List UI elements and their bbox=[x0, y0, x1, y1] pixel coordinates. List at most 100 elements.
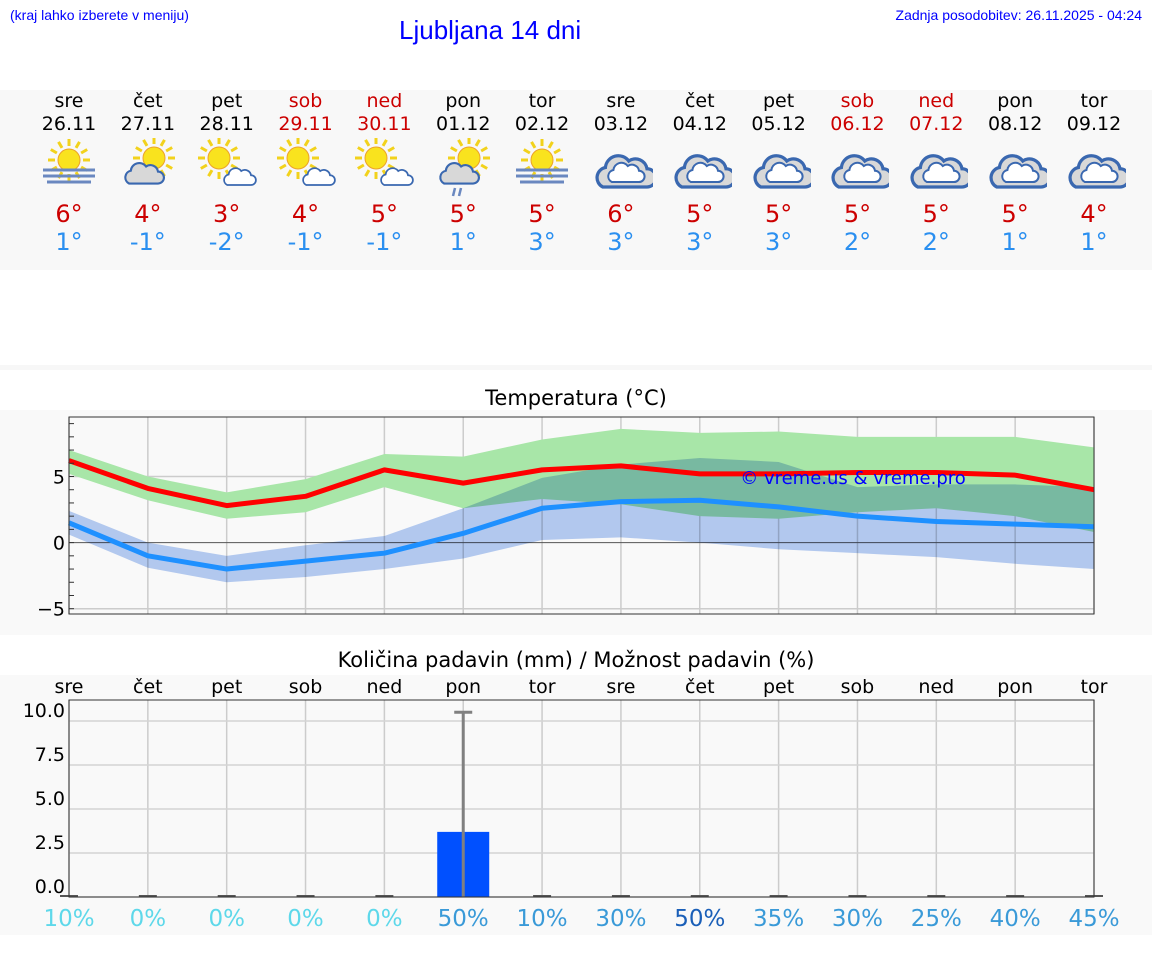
day-column: čet 04.12 5° 3° bbox=[660, 90, 740, 256]
precip-probability: 10% bbox=[43, 906, 94, 932]
max-temp: 5° bbox=[764, 200, 793, 228]
day-column: ned 30.11 5° -1° bbox=[344, 90, 424, 256]
day-date: 05.12 bbox=[751, 113, 806, 135]
day-date: 09.12 bbox=[1066, 113, 1122, 135]
max-temp: 4° bbox=[1080, 200, 1108, 228]
precip-probability: 10% bbox=[517, 906, 568, 932]
max-temp: 4° bbox=[134, 200, 162, 228]
y-tick-label: 5 bbox=[53, 466, 65, 488]
watermark: © vreme.us & vreme.pro bbox=[740, 468, 966, 489]
day-column: sre 03.12 6° 3° bbox=[581, 90, 661, 256]
cloudy-icon bbox=[983, 138, 1052, 198]
day-column: tor 09.12 4° 1° bbox=[1054, 90, 1134, 256]
max-temp-line bbox=[68, 458, 1095, 509]
max-temp: 5° bbox=[370, 200, 399, 228]
min-temp: 1° bbox=[55, 228, 83, 256]
day-column: pet 05.12 5° 3° bbox=[739, 90, 819, 256]
x-day-label: sob bbox=[289, 676, 323, 698]
precip-probability: 50% bbox=[438, 906, 489, 932]
last-updated: Zadnja posodobitev: 26.11.2025 - 04:24 bbox=[895, 7, 1142, 23]
precip-probability: 50% bbox=[674, 906, 725, 932]
y-tick-label: 0.0 bbox=[35, 876, 65, 898]
day-column: tor 02.12 5° 3° bbox=[502, 90, 582, 256]
min-temp: 3° bbox=[764, 228, 793, 256]
day-name: sre bbox=[606, 90, 636, 112]
max-temp: 5° bbox=[843, 200, 872, 228]
day-date: 29.11 bbox=[278, 113, 333, 135]
min-temp: -1° bbox=[287, 228, 324, 256]
day-column: sob 06.12 5° 2° bbox=[817, 90, 897, 256]
max-temp: 5° bbox=[922, 200, 950, 228]
y-tick-label: 2.5 bbox=[35, 832, 65, 854]
x-day-label: čet bbox=[685, 676, 715, 698]
day-date: 08.12 bbox=[987, 113, 1043, 135]
day-date: 03.12 bbox=[593, 113, 649, 135]
max-temp: 4° bbox=[291, 200, 320, 228]
plot-frame bbox=[68, 699, 1095, 898]
precip-probability: 0% bbox=[287, 906, 324, 932]
day-name: sre bbox=[54, 90, 84, 112]
day-name: čet bbox=[133, 90, 163, 112]
day-column: čet 27.11 4° -1° bbox=[108, 90, 188, 256]
x-day-label: pon bbox=[445, 676, 481, 698]
temperature-chart-title: Temperatura (°C) bbox=[485, 386, 667, 410]
min-temp: 2° bbox=[843, 228, 872, 256]
cloudy-icon bbox=[668, 138, 737, 198]
x-day-label: tor bbox=[529, 676, 556, 698]
x-day-label: pet bbox=[211, 676, 242, 698]
divider bbox=[0, 365, 1152, 370]
precip-probability: 45% bbox=[1068, 906, 1119, 932]
min-temp-line bbox=[68, 497, 1095, 572]
precipitation-panel bbox=[0, 675, 1152, 935]
day-name: ned bbox=[366, 90, 403, 112]
min-temp: -2° bbox=[208, 228, 245, 256]
precip-probability: 0% bbox=[208, 906, 245, 932]
min-temp: 1° bbox=[449, 228, 477, 256]
day-column: pon 08.12 5° 1° bbox=[975, 90, 1055, 256]
min-temp: -1° bbox=[366, 228, 403, 256]
region-hint: (kraj lahko izberete v meniju) bbox=[10, 7, 189, 23]
precip-probability: 35% bbox=[753, 906, 804, 932]
sun-small-cloud-icon bbox=[274, 137, 338, 198]
max-temp: 5° bbox=[449, 200, 477, 228]
y-tick-label: 7.5 bbox=[35, 744, 65, 766]
plot-frame bbox=[68, 416, 1095, 615]
cloudy-icon bbox=[904, 138, 974, 198]
x-day-label: ned bbox=[918, 676, 954, 698]
day-date: 04.12 bbox=[672, 113, 727, 135]
min-temp: 3° bbox=[528, 228, 556, 256]
day-name: sob bbox=[288, 90, 323, 112]
sun-cloud-rain-icon bbox=[431, 137, 495, 198]
sun-small-cloud-icon bbox=[352, 137, 416, 198]
day-name: pon bbox=[997, 90, 1033, 112]
day-name: pet bbox=[763, 90, 795, 112]
y-tick-label: 5.0 bbox=[35, 788, 65, 810]
x-day-label: ned bbox=[366, 676, 402, 698]
day-date: 30.11 bbox=[357, 113, 412, 135]
y-tick-label: −5 bbox=[37, 599, 65, 621]
min-temp-band bbox=[69, 457, 1094, 583]
y-tick-label: 0 bbox=[53, 533, 65, 555]
min-temp: 1° bbox=[1001, 228, 1029, 256]
min-temp: 3° bbox=[607, 228, 635, 256]
day-name: sob bbox=[840, 90, 875, 112]
day-date: 07.12 bbox=[909, 113, 964, 135]
x-day-label: tor bbox=[1081, 676, 1108, 698]
cloudy-icon bbox=[825, 138, 895, 198]
day-name: tor bbox=[528, 90, 556, 112]
day-date: 06.12 bbox=[830, 113, 885, 135]
y-tick-label: 10.0 bbox=[23, 700, 65, 722]
day-date: 27.11 bbox=[120, 113, 176, 135]
precip-probability: 40% bbox=[990, 906, 1041, 932]
day-column: pet 28.11 3° -2° bbox=[187, 90, 267, 256]
fog-sun-icon bbox=[37, 138, 101, 198]
day-name: ned bbox=[918, 90, 955, 112]
max-temp: 6° bbox=[607, 200, 635, 228]
x-day-label: sre bbox=[55, 676, 84, 698]
day-date: 26.11 bbox=[41, 113, 97, 135]
max-temp: 5° bbox=[528, 200, 556, 228]
x-day-label: pet bbox=[763, 676, 794, 698]
precip-probability: 30% bbox=[595, 906, 646, 932]
